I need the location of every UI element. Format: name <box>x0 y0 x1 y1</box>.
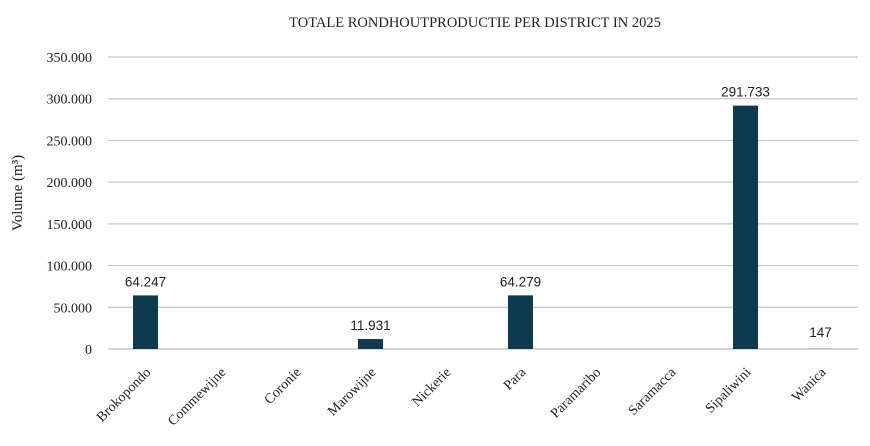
category-label: Saramacca <box>626 365 680 419</box>
category-labels: Brokopondo Commewijne Coronie Marowijne Nick… <box>94 365 830 430</box>
category-label: Brokopondo <box>94 365 154 425</box>
y-tick-label: 150.000 <box>47 218 93 233</box>
gridlines <box>108 56 858 350</box>
y-tick-label: 0 <box>85 343 92 358</box>
y-axis-label: Volume (m³) <box>10 155 26 231</box>
bars <box>133 105 833 349</box>
data-labels: 64.247 11.931 64.279 291.733 147 <box>125 85 832 340</box>
y-tick-label: 200.000 <box>47 176 93 191</box>
category-label: Paramaribo <box>548 365 604 421</box>
chart-title: TOTALE RONDHOUTPRODUCTIE PER DISTRICT IN… <box>289 15 661 31</box>
y-tick-label: 350.000 <box>47 51 93 66</box>
y-tick-label: 100.000 <box>47 260 93 275</box>
data-label: 11.931 <box>350 318 390 333</box>
category-label: Nickerie <box>410 365 455 410</box>
category-label: Wanica <box>789 365 830 406</box>
data-label: 147 <box>809 325 832 340</box>
category-label: Para <box>501 365 530 394</box>
category-label: Coronie <box>262 365 305 408</box>
bar-brokopondo <box>133 295 158 349</box>
data-label: 64.247 <box>125 274 166 289</box>
y-axis-ticks: 0 50.000 100.000 150.000 200.000 250.000 300.0… <box>47 51 93 358</box>
data-label: 291.733 <box>721 85 770 100</box>
bar-marowijne <box>358 339 383 349</box>
y-tick-label: 250.000 <box>47 134 93 149</box>
category-label: Commewijne <box>165 365 229 429</box>
y-tick-label: 300.000 <box>47 93 93 108</box>
bar-para <box>508 295 533 349</box>
data-label: 64.279 <box>500 274 541 289</box>
category-label: Marowijne <box>325 365 379 419</box>
y-tick-label: 50.000 <box>54 301 93 316</box>
category-label: Sipaliwini <box>703 365 754 416</box>
bar-sipaliwini <box>733 105 758 349</box>
